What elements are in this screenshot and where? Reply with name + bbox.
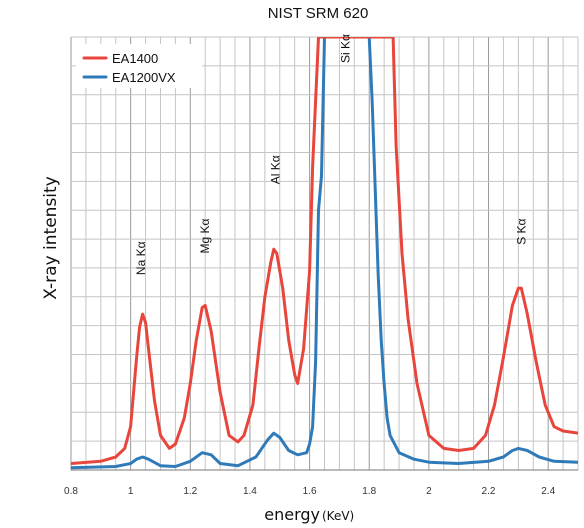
x-tick-label: 1.4 bbox=[243, 486, 257, 497]
y-axis-label: X-ray intensity bbox=[41, 176, 61, 300]
x-axis-label: energy bbox=[264, 505, 320, 524]
peak-label-2: Al Kα bbox=[268, 155, 282, 184]
x-tick-label: 2.4 bbox=[541, 486, 555, 497]
x-tick-label: 0.8 bbox=[64, 486, 78, 497]
annotation-layer: Na Kα Mg Kα Al Kα Si Kα S Kα bbox=[134, 34, 528, 275]
peak-label-0: Na Kα bbox=[134, 241, 148, 275]
series-line-ea1200vx bbox=[71, 37, 578, 470]
x-tick-label: 2.2 bbox=[482, 486, 496, 497]
x-tick-label: 1.6 bbox=[303, 486, 317, 497]
peak-label-4: S Kα bbox=[514, 218, 528, 244]
legend-background bbox=[76, 44, 202, 88]
legend: EA1400 EA1200VX bbox=[76, 44, 202, 88]
series-line-ea1400 bbox=[71, 37, 578, 465]
x-tick-label: 2 bbox=[426, 486, 432, 497]
legend-label-ea1200vx: EA1200VX bbox=[112, 70, 176, 85]
peak-label-1: Mg Kα bbox=[198, 218, 212, 253]
legend-label-ea1400: EA1400 bbox=[112, 51, 158, 66]
peak-label-3: Si Kα bbox=[338, 34, 352, 63]
chart-title: NIST SRM 620 bbox=[268, 5, 369, 22]
x-tick-label: 1.2 bbox=[183, 486, 197, 497]
x-tick-label: 1.8 bbox=[362, 486, 376, 497]
x-tick-label: 1 bbox=[128, 486, 134, 497]
x-tick-labels: 0.8 1 1.2 1.4 1.6 1.8 2 2.2 2.4 bbox=[64, 486, 556, 497]
series-layer bbox=[71, 37, 578, 470]
x-axis-unit: (KeV) bbox=[322, 509, 354, 523]
